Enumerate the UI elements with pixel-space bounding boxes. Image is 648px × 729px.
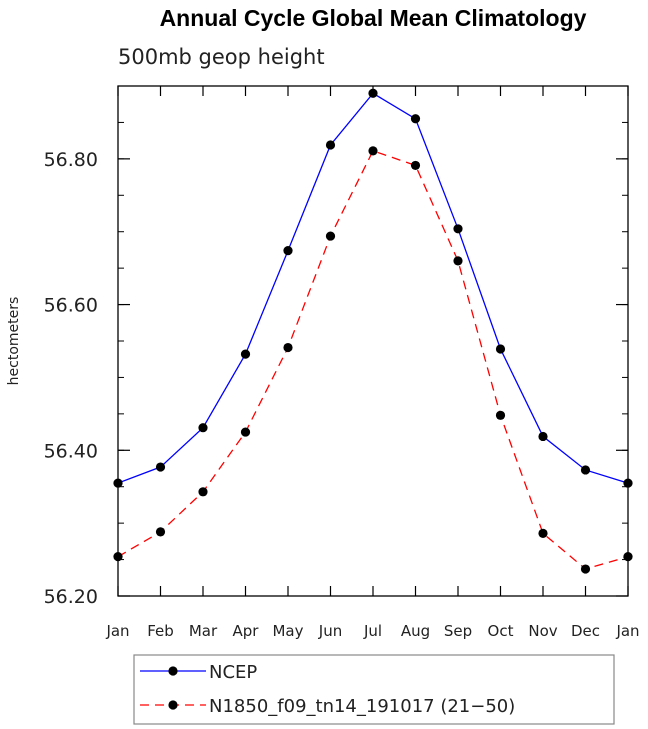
y-tick-label: 56.20	[44, 586, 98, 608]
x-tick-label: Jan	[615, 622, 639, 640]
series-0-point	[410, 114, 421, 124]
series-1-point	[580, 564, 591, 574]
series-0-point	[198, 423, 208, 433]
series-1-point	[623, 552, 633, 562]
series-1-point	[410, 160, 421, 171]
series-0-point	[453, 224, 463, 234]
x-tick-label: Jun	[318, 622, 342, 640]
x-tick-label: Dec	[571, 622, 600, 640]
series-layer	[113, 88, 633, 574]
y-tick-label: 56.80	[44, 149, 98, 171]
x-tick-label: Nov	[528, 622, 557, 640]
x-tick-label: Jul	[363, 622, 382, 640]
series-0-point	[155, 462, 166, 472]
series-1-point	[538, 528, 548, 538]
plot-frame	[117, 85, 629, 597]
y-tick-label: 56.40	[44, 440, 98, 462]
x-tick-label: Mar	[189, 622, 218, 640]
legend-label-ncep: NCEP	[209, 662, 257, 683]
legend-label-model: N1850_f09_tn14_191017 (21−50)	[209, 696, 515, 717]
series-0-point	[325, 140, 336, 150]
series-0-point	[113, 478, 123, 488]
series-0-point	[580, 465, 591, 475]
series-0-point	[623, 478, 633, 488]
chart-title: Annual Cycle Global Mean Climatology	[160, 5, 587, 31]
series-1-point	[453, 256, 463, 266]
series-line-1	[117, 150, 629, 570]
x-tick-label: Jan	[105, 622, 129, 640]
series-0-point	[240, 349, 251, 359]
series-1-point	[368, 146, 378, 156]
legend-marker-ncep	[168, 666, 178, 676]
series-0-point	[283, 246, 293, 256]
series-0-point	[368, 88, 378, 98]
series-1-point	[198, 487, 208, 497]
series-1-point	[155, 527, 166, 537]
x-tick-label: Aug	[401, 622, 430, 640]
series-1-point	[113, 552, 123, 562]
legend-box	[133, 654, 615, 725]
x-tick-label: Sep	[444, 622, 472, 640]
series-1-point	[240, 427, 251, 437]
series-0-point	[495, 344, 506, 354]
chart-subtitle: 500mb geop height	[118, 45, 325, 69]
series-1-point	[495, 410, 506, 420]
y-axis-label: hectometers	[6, 297, 22, 386]
series-1-point	[325, 231, 336, 241]
ticks-layer: Jan Feb Mar Apr May Jun Jul Aug Sep Oct Nov Dec Jan 5…	[44, 85, 640, 640]
legend: NCEP N1850_f09_tn14_191017 (21−50)	[133, 654, 615, 725]
x-tick-label: Oct	[488, 622, 514, 640]
series-1-point	[283, 342, 293, 353]
x-tick-label: May	[272, 622, 303, 640]
x-tick-label: Apr	[233, 622, 260, 640]
series-0-point	[538, 431, 548, 442]
y-tick-label: 56.60	[44, 295, 98, 317]
x-tick-label: Feb	[147, 622, 174, 640]
legend-marker-model	[168, 700, 178, 710]
